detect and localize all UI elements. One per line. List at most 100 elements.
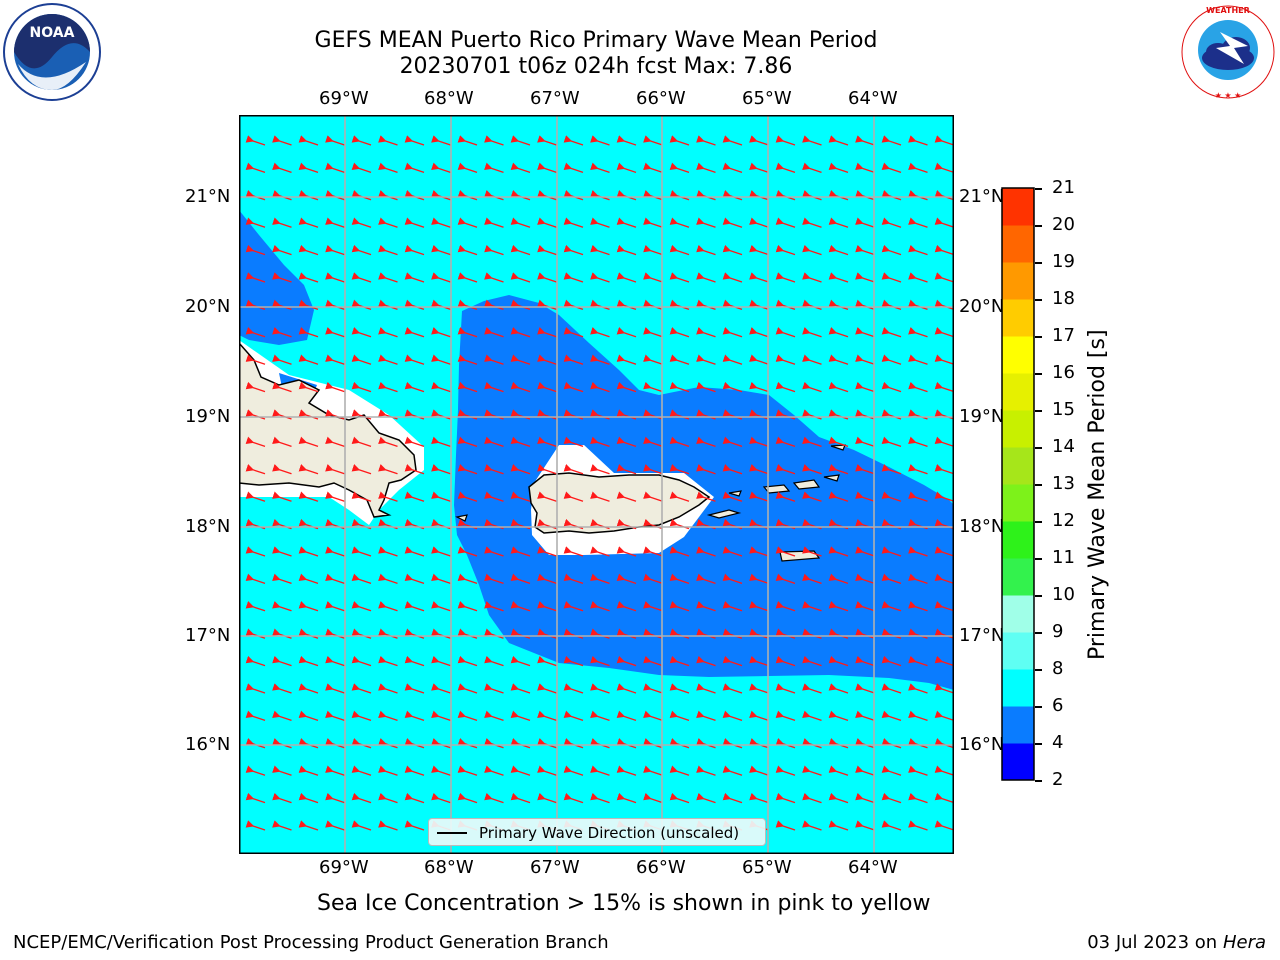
- wave-direction-arrow: [484, 244, 504, 256]
- wave-direction-arrow: [775, 655, 796, 667]
- wave-direction-arrow: [245, 710, 266, 722]
- wave-direction-arrow: [722, 546, 743, 557]
- wave-direction-arrow: [272, 135, 292, 146]
- wave-direction-arrow: [749, 491, 769, 502]
- wave-direction-arrow: [590, 244, 610, 256]
- wave-direction-arrow: [590, 491, 610, 502]
- wave-direction-arrow: [272, 601, 292, 612]
- wave-direction-arrow: [431, 710, 451, 722]
- colorbar-segment: [1002, 225, 1034, 263]
- wave-direction-arrow: [881, 491, 902, 502]
- map-frame: [239, 115, 954, 854]
- wave-direction-arrow: [510, 573, 531, 585]
- legend-line-icon: [437, 832, 467, 834]
- wave-direction-arrow: [351, 546, 372, 557]
- wave-direction-arrow: [484, 217, 504, 228]
- wave-direction-arrow: [908, 765, 928, 776]
- wave-direction-arrow: [457, 573, 478, 585]
- wave-direction-arrow: [245, 491, 266, 502]
- wave-direction-arrow: [484, 162, 504, 174]
- colorbar-segment: [1002, 595, 1034, 633]
- wave-direction-arrow: [616, 710, 637, 722]
- svg-text:★ ★ ★: ★ ★ ★: [1215, 91, 1242, 100]
- wave-direction-arrow: [457, 135, 478, 146]
- svg-text:WEATHER: WEATHER: [1206, 6, 1250, 15]
- title-line-1: GEFS MEAN Puerto Rico Primary Wave Mean …: [314, 28, 878, 53]
- wave-direction-arrow: [563, 464, 584, 475]
- wave-direction-arrow: [378, 135, 398, 146]
- wave-direction-arrow: [484, 327, 504, 338]
- wave-direction-arrow: [669, 573, 690, 585]
- wave-direction-arrow: [775, 272, 796, 283]
- wave-direction-arrow: [669, 272, 690, 283]
- lat-tick-left: 21°N: [185, 186, 231, 207]
- wave-direction-arrow: [510, 217, 531, 228]
- wave-direction-arrow: [272, 464, 292, 475]
- wave-direction-arrow: [696, 683, 716, 694]
- wave-direction-arrow: [378, 464, 398, 475]
- wave-direction-arrow: [351, 765, 372, 776]
- wave-direction-arrow: [563, 436, 584, 448]
- wave-direction-arrow: [325, 244, 345, 256]
- wave-direction-arrow: [563, 244, 584, 256]
- wave-direction-arrow: [351, 655, 372, 667]
- wave-direction-arrow: [722, 244, 743, 256]
- wave-direction-arrow: [404, 162, 425, 174]
- wave-direction-arrow: [802, 217, 822, 228]
- wave-direction-arrow: [590, 327, 610, 338]
- wave-direction-arrow: [457, 792, 478, 804]
- colorbar-tick-mark: [1035, 225, 1042, 227]
- wave-direction-arrow: [325, 710, 345, 722]
- wave-direction-arrow: [298, 491, 319, 502]
- wave-direction-arrow: [272, 217, 292, 228]
- wave-direction-arrow: [404, 244, 425, 256]
- wave-direction-arrow: [934, 820, 954, 831]
- wave-direction-arrow: [855, 135, 875, 146]
- wave-direction-arrow: [457, 710, 478, 722]
- colorbar-tick-mark: [1035, 632, 1042, 634]
- wave-direction-arrow: [563, 655, 584, 667]
- wave-direction-arrow: [510, 162, 531, 174]
- wave-direction-arrow: [696, 765, 716, 776]
- colorbar-segment: [1002, 373, 1034, 411]
- wave-direction-arrow: [590, 354, 610, 365]
- wave-direction-arrow: [431, 272, 451, 283]
- wave-direction-arrow: [431, 135, 451, 146]
- wave-direction-arrow: [722, 162, 743, 174]
- wave-direction-arrow: [722, 327, 743, 338]
- wave-direction-arrow: [802, 381, 822, 393]
- wave-direction-arrow: [378, 792, 398, 804]
- colorbar-segment: [1002, 336, 1034, 374]
- wave-direction-arrow: [510, 792, 531, 804]
- wave-direction-arrow: [431, 244, 451, 256]
- wave-direction-arrow: [855, 765, 875, 776]
- wave-direction-arrow: [696, 601, 716, 612]
- wave-direction-arrow: [590, 546, 610, 557]
- wave-direction-arrow: [431, 683, 451, 694]
- wave-direction-arrow: [616, 765, 637, 776]
- wave-direction-arrow: [404, 573, 425, 585]
- wave-direction-arrow: [457, 683, 478, 694]
- wave-direction-arrow: [272, 820, 292, 831]
- wave-direction-arrow: [643, 655, 663, 667]
- wave-direction-arrow: [669, 217, 690, 228]
- wave-direction-arrow: [881, 436, 902, 448]
- wave-direction-arrow: [696, 491, 716, 502]
- wave-direction-arrow: [325, 327, 345, 338]
- wave-direction-arrow: [616, 354, 637, 365]
- wave-direction-arrow: [669, 546, 690, 557]
- wave-direction-arrow: [510, 655, 531, 667]
- wave-direction-arrow: [457, 464, 478, 475]
- wave-direction-arrow: [510, 546, 531, 557]
- wave-direction-arrow: [590, 792, 610, 804]
- wave-direction-arrow: [563, 710, 584, 722]
- wave-direction-arrow: [431, 491, 451, 502]
- wave-direction-arrow: [298, 655, 319, 667]
- wave-direction-arrow: [272, 792, 292, 804]
- wave-direction-arrow: [722, 135, 743, 146]
- wave-direction-arrow: [563, 683, 584, 694]
- footer-left: NCEP/EMC/Verification Post Processing Pr…: [13, 932, 609, 953]
- wave-direction-arrow: [245, 327, 266, 338]
- wave-direction-arrow: [696, 573, 716, 585]
- wave-direction-arrow: [245, 135, 266, 146]
